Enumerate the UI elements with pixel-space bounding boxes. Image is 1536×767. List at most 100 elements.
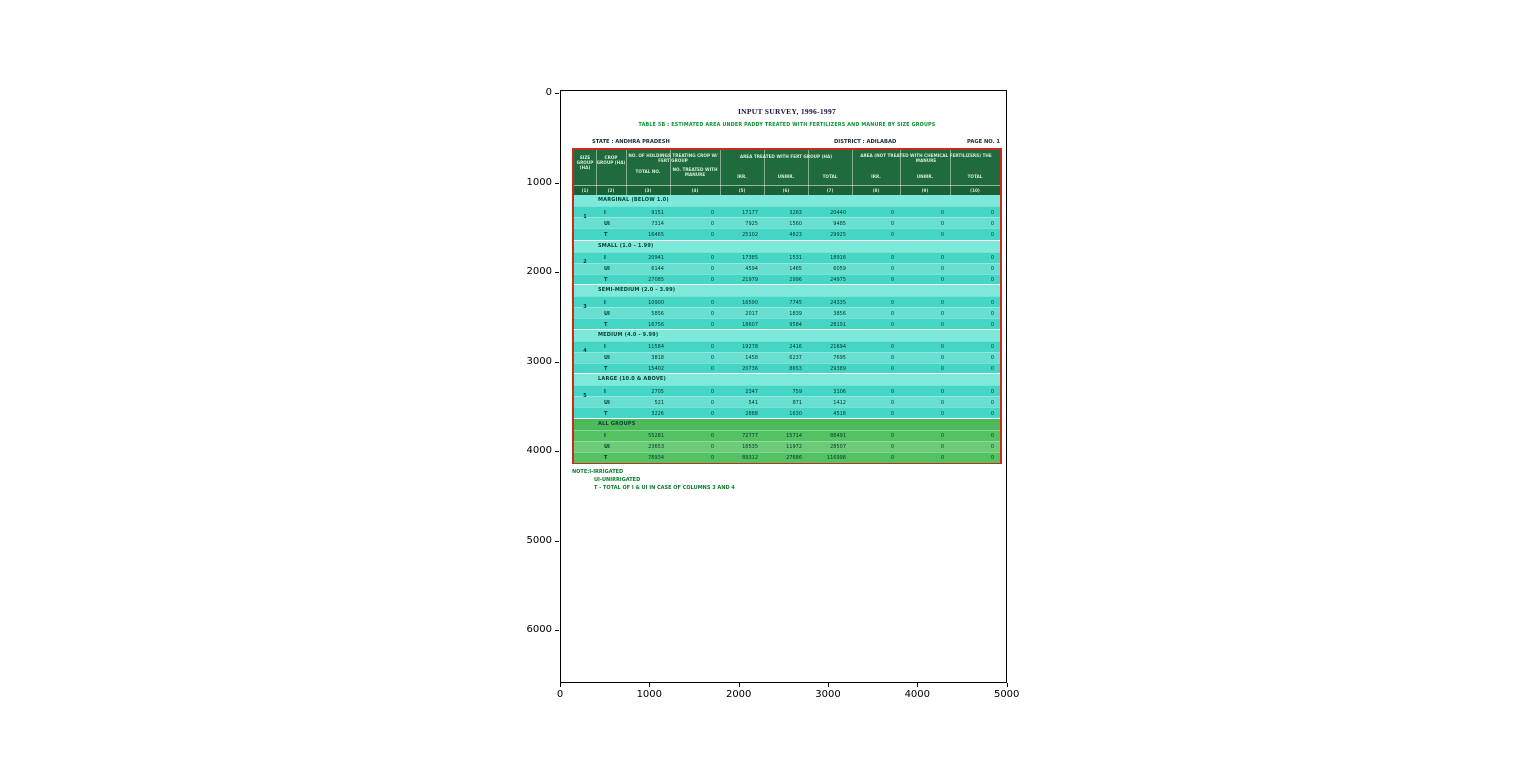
- table-header: SIZE GROUP (HA) CROP GROUP (HA) NO. OF H…: [574, 150, 1000, 196]
- column-number-row: (1) (2) (3) (4) (5) (6) (7) (8) (9) (10): [574, 185, 1000, 196]
- table-row: I 11584 0 19278 2416 21694 0 0 0: [574, 340, 1000, 352]
- table-row: UI 6144 0 4594 1465 6059 0 0 0: [574, 262, 1000, 274]
- table-cell: 0: [890, 231, 894, 238]
- row-type-label: T: [604, 321, 608, 328]
- table-cell: 55281: [648, 433, 664, 440]
- y-tick-label: 1000: [526, 176, 552, 188]
- y-tick-mark: [555, 540, 559, 542]
- x-tick-mark: [1006, 683, 1008, 687]
- table-cell: 0: [890, 321, 894, 328]
- header-column-divider: [852, 150, 853, 195]
- table-cell: 116998: [826, 455, 846, 462]
- x-tick-label: 2000: [725, 689, 752, 700]
- table-cell: 20941: [648, 255, 664, 262]
- table-cell: 4823: [789, 231, 802, 238]
- plot-axes: INPUT SURVEY, 1996-1997 TABLE 5B : ESTIM…: [560, 90, 1007, 683]
- table-cell: 1458: [745, 355, 758, 362]
- header-treated-manure: NO. TREATED WITH MANURE: [672, 167, 718, 178]
- size-group-all: ALL GROUPS I 55281 0 72777 15714 88491 0 0 0 UI 236…: [574, 417, 1000, 463]
- table-cell: 0: [890, 355, 894, 362]
- table-cell: 2416: [789, 344, 802, 351]
- row-type-label: I: [604, 388, 606, 395]
- group-label-row: SEMI-MEDIUM (2.0 - 3.99): [574, 285, 1000, 297]
- table-cell: 0: [890, 399, 894, 406]
- group-label: ALL GROUPS: [598, 420, 636, 427]
- column-number: (5): [738, 188, 746, 193]
- column-number: (3): [644, 188, 652, 193]
- column-number: (8): [872, 188, 880, 193]
- table-cell: 0: [890, 209, 894, 216]
- table-cell: 0: [710, 399, 714, 406]
- size-group-3: 3 SEMI-MEDIUM (2.0 - 3.99) I 10900 0 16590 774…: [574, 284, 1000, 330]
- y-tick-label: 4000: [526, 445, 552, 456]
- table-row: T 3226 0 2888 1630 4518 0 0 0: [574, 407, 1000, 419]
- table-cell: 0: [890, 220, 894, 227]
- meta-state: STATE : ANDHRA PRADESH: [592, 139, 670, 145]
- group-label-row: SMALL (1.0 - 1.99): [574, 240, 1000, 252]
- table-cell: 0: [940, 344, 944, 351]
- table-cell: 0: [710, 321, 714, 328]
- row-type-label: T: [604, 231, 608, 238]
- table-cell: 6237: [789, 355, 802, 362]
- table-cell: 0: [710, 266, 714, 273]
- table-cell: 0: [940, 455, 944, 462]
- row-type-label: I: [604, 209, 606, 216]
- note-line: T - TOTAL OF I & UI IN CASE OF COLUMNS 3…: [594, 485, 735, 491]
- table-row: I 2705 0 2347 759 3106 0 0 0: [574, 385, 1000, 397]
- x-tick-mark: [649, 683, 651, 687]
- table-cell: 1465: [789, 266, 802, 273]
- table-cell: 0: [710, 209, 714, 216]
- y-tick-label: 2000: [526, 266, 552, 277]
- table-cell: 0: [710, 388, 714, 395]
- doc-subtitle: TABLE 5B : ESTIMATED AREA UNDER PADDY TR…: [638, 123, 936, 128]
- table-cell: 28191: [830, 321, 846, 328]
- header-column-divider: [950, 150, 951, 195]
- table-cell: 3226: [651, 410, 664, 417]
- table-cell: 0: [710, 355, 714, 362]
- table-cell: 0: [940, 399, 944, 406]
- table-row: T 27085 0 21979 2996 24975 0 0 0: [574, 273, 1000, 285]
- group-label: MEDIUM (4.0 - 9.99): [598, 331, 659, 338]
- table-cell: 1531: [789, 255, 802, 262]
- table-cell: 6059: [833, 266, 846, 273]
- table-cell: 6144: [651, 266, 664, 273]
- x-tick-mark: [738, 683, 740, 687]
- table-cell: 0: [990, 444, 994, 451]
- table-cell: 15402: [648, 366, 664, 373]
- row-type-label: I: [604, 433, 606, 440]
- table-cell: 0: [940, 388, 944, 395]
- note-line: UI-UNIRRIGATED: [594, 477, 641, 483]
- group-number: 2: [583, 259, 587, 266]
- table-cell: 1560: [789, 220, 802, 227]
- table-cell: 16756: [648, 321, 664, 328]
- table-cell: 21694: [830, 344, 846, 351]
- header-column-divider: [670, 150, 671, 195]
- table-cell: 2888: [745, 410, 758, 417]
- table-cell: 3106: [833, 388, 846, 395]
- group-number: 5: [583, 392, 587, 399]
- header-total-no: TOTAL NO.: [635, 169, 661, 174]
- row-type-label: T: [604, 366, 608, 373]
- column-number: (1): [581, 188, 589, 193]
- table-row: UI 23653 0 16535 11972 28507 0 0 0: [574, 440, 1000, 452]
- table-cell: 0: [940, 255, 944, 262]
- header-column-divider: [720, 150, 721, 195]
- table-cell: 28507: [830, 444, 846, 451]
- header-column-divider: [808, 150, 809, 195]
- table-cell: 9485: [833, 220, 846, 227]
- table-cell: 27686: [786, 455, 802, 462]
- table-cell: 0: [940, 444, 944, 451]
- table-cell: 4594: [745, 266, 758, 273]
- y-tick-mark: [555, 630, 559, 631]
- header-column-divider: [764, 150, 765, 195]
- table-notes: NOTE:I-IRRIGATED UI-UNIRRIGATED T - TOTA…: [572, 468, 735, 492]
- y-tick-label: 5000: [526, 534, 552, 546]
- table-cell: 27085: [648, 277, 664, 284]
- table-cell: 0: [890, 433, 894, 440]
- size-group-5: 5 LARGE (10.0 & ABOVE) I 2705 0 2347 759 3106 0 0…: [574, 373, 1000, 419]
- table-cell: 0: [990, 355, 994, 362]
- group-label: SMALL (1.0 - 1.99): [598, 242, 654, 249]
- table-cell: 20736: [742, 366, 758, 373]
- table-cell: 16535: [742, 444, 758, 451]
- row-type-label: UI: [604, 399, 610, 406]
